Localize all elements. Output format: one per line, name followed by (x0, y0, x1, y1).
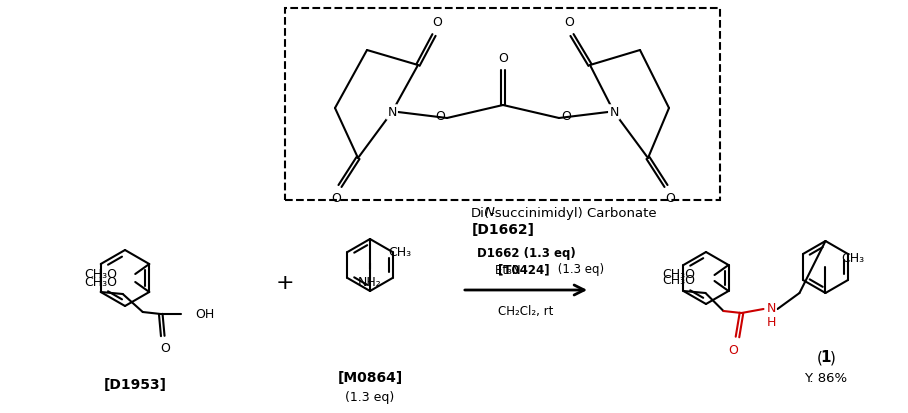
Text: CH₃O: CH₃O (662, 275, 695, 287)
Text: CH₂Cl₂, rt: CH₂Cl₂, rt (498, 306, 554, 318)
Text: CH₃O: CH₃O (662, 268, 695, 282)
Text: CH₃O: CH₃O (84, 268, 118, 280)
Text: (1.3 eq): (1.3 eq) (345, 391, 395, 404)
Text: +: + (276, 273, 294, 293)
Text: [D1662]: [D1662] (471, 223, 535, 237)
Text: H: H (766, 316, 776, 330)
Text: O: O (435, 109, 445, 123)
Text: N: N (609, 105, 618, 119)
Text: N: N (388, 105, 397, 119)
Text: CH₃O: CH₃O (84, 275, 118, 289)
Text: (: ( (817, 351, 823, 366)
Text: O: O (728, 344, 738, 356)
Text: CH₃: CH₃ (388, 247, 411, 259)
Text: N: N (766, 302, 776, 316)
Text: N: N (485, 206, 495, 219)
Text: O: O (564, 17, 574, 29)
Text: O: O (498, 52, 508, 64)
Text: [M0864]: [M0864] (338, 371, 402, 385)
Bar (285, 8, 720, 200)
Text: 1: 1 (821, 351, 831, 366)
Text: CH₃: CH₃ (842, 252, 864, 266)
Text: O: O (160, 342, 170, 354)
Text: OH: OH (194, 308, 214, 320)
Text: O: O (331, 192, 340, 204)
Text: O: O (432, 17, 442, 29)
Text: NH₂: NH₂ (358, 276, 382, 290)
Text: [D1953]: [D1953] (104, 378, 166, 392)
Text: Y. 86%: Y. 86% (804, 372, 847, 385)
Text: O: O (665, 192, 675, 204)
Text: -succinimidyl) Carbonate: -succinimidyl) Carbonate (490, 206, 656, 219)
Text: D1662 (1.3 eq): D1662 (1.3 eq) (477, 247, 576, 259)
Text: ): ) (830, 351, 836, 366)
Text: (1.3 eq): (1.3 eq) (554, 263, 604, 276)
Text: O: O (561, 109, 571, 123)
Text: [T0424]: [T0424] (498, 263, 550, 276)
Text: Et₃N: Et₃N (495, 263, 524, 276)
Text: Di(: Di( (471, 206, 490, 219)
